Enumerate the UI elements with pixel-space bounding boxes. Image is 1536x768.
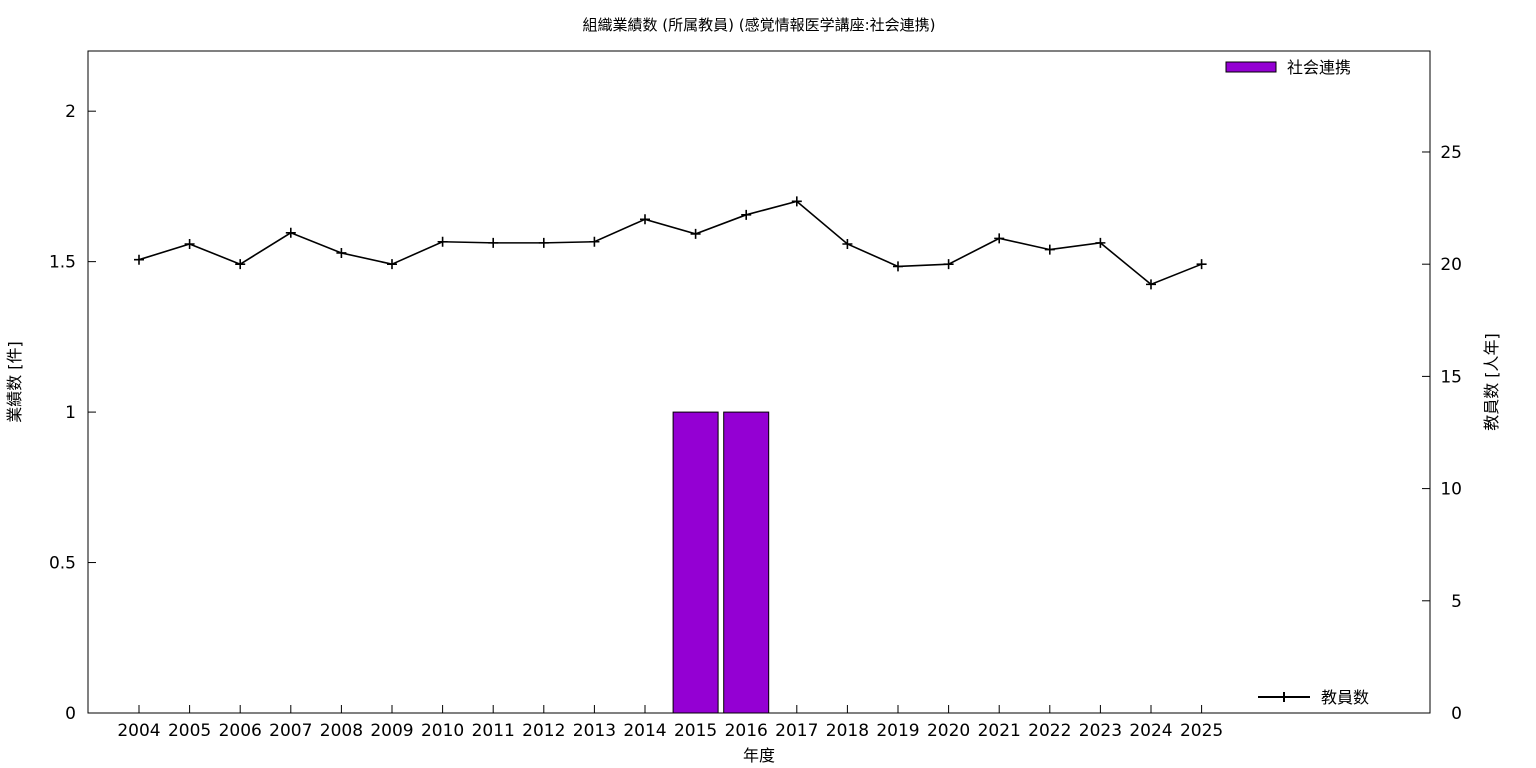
x-tick-label: 2023 <box>1079 721 1122 741</box>
legend-line: 教員数 <box>1258 688 1369 707</box>
x-tick-label: 2009 <box>370 721 413 741</box>
line-point-2018 <box>842 238 853 249</box>
x-tick-label: 2017 <box>775 721 818 741</box>
right-y-axis-label: 教員数 [人年] <box>1482 333 1501 431</box>
x-tick-label: 2014 <box>623 721 666 741</box>
legend-line-marker <box>1279 692 1289 702</box>
line-point-2019 <box>893 261 903 272</box>
legend-bar: 社会連携 <box>1225 58 1351 77</box>
x-tick-label: 2019 <box>876 721 919 741</box>
line-point-2012 <box>538 237 549 248</box>
line-point-2008 <box>336 247 347 258</box>
x-tick-label: 2024 <box>1129 721 1172 741</box>
x-tick-label: 2012 <box>522 721 565 741</box>
line-path <box>138 200 1202 286</box>
x-tick-label: 2018 <box>826 721 869 741</box>
x-tick-label: 2006 <box>219 721 262 741</box>
x-tick-label: 2016 <box>725 721 768 741</box>
left-y-tick-label: 2 <box>65 102 76 122</box>
x-tick-label: 2020 <box>927 721 970 741</box>
x-tick-label: 2021 <box>978 721 1021 741</box>
x-tick-label: 2022 <box>1028 721 1071 741</box>
x-tick-label: 2015 <box>674 721 717 741</box>
x-tick-label: 2007 <box>269 721 312 741</box>
line-point-2013 <box>589 236 600 247</box>
line-point-2025 <box>1196 259 1207 270</box>
line-point-2009 <box>387 259 397 270</box>
line-point-2022 <box>1044 244 1055 255</box>
line-point-2005 <box>184 238 195 249</box>
line-point-2011 <box>488 237 499 248</box>
x-tick-label: 2004 <box>117 721 160 741</box>
line-point-2024 <box>1146 279 1156 290</box>
x-tick-label: 2005 <box>168 721 211 741</box>
bar-2015 <box>672 411 719 714</box>
line-point-2006 <box>235 259 246 270</box>
line-point-2021 <box>994 233 1005 244</box>
line-point-2010 <box>437 236 448 247</box>
chart-title: 組織業績数 (所属教員) (感覚情報医学講座:社会連携) <box>582 16 935 34</box>
left-y-axis-label: 業績数 [件] <box>5 341 24 423</box>
left-y-tick-label: 0 <box>65 704 76 724</box>
line-point-2014 <box>640 214 650 225</box>
line-point-2023 <box>1095 237 1106 248</box>
line-point-2007 <box>285 227 296 238</box>
line-point-2004 <box>134 254 144 265</box>
x-axis-label: 年度 <box>743 746 775 765</box>
x-axis: 2004 2005 2006 2007 2008 2009 2010 2011 2012 2013… <box>117 705 1223 741</box>
x-tick-label: 2010 <box>421 721 464 741</box>
right-y-tick-label: 25 <box>1440 143 1462 163</box>
legend-line-label: 教員数 <box>1321 688 1369 707</box>
x-tick-label: 2008 <box>320 721 363 741</box>
line-point-2015 <box>690 228 701 239</box>
bar-series <box>672 411 770 714</box>
right-y-tick-label: 10 <box>1440 480 1462 500</box>
x-tick-label: 2025 <box>1180 721 1223 741</box>
left-y-tick-label: 0.5 <box>49 554 76 574</box>
line-series <box>134 196 1207 290</box>
left-y-axis: 0 0.5 1 1.5 2 <box>49 102 96 724</box>
legend-bar-label: 社会連携 <box>1287 58 1351 77</box>
x-tick-label: 2011 <box>472 721 515 741</box>
right-y-tick-label: 20 <box>1440 255 1462 275</box>
left-y-tick-label: 1 <box>65 403 76 423</box>
bar-2016 <box>723 411 770 714</box>
right-y-tick-label: 15 <box>1440 367 1462 387</box>
line-point-2016 <box>741 209 752 220</box>
line-point-2020 <box>943 259 954 270</box>
x-tick-label: 2013 <box>573 721 616 741</box>
line-point-2017 <box>791 196 802 207</box>
right-y-tick-label: 5 <box>1451 592 1462 612</box>
right-y-tick-label: 0 <box>1451 704 1462 724</box>
legend-bar-swatch <box>1225 61 1277 73</box>
left-y-tick-label: 1.5 <box>49 253 76 273</box>
right-y-axis: 0 5 10 15 20 25 <box>1422 143 1462 724</box>
